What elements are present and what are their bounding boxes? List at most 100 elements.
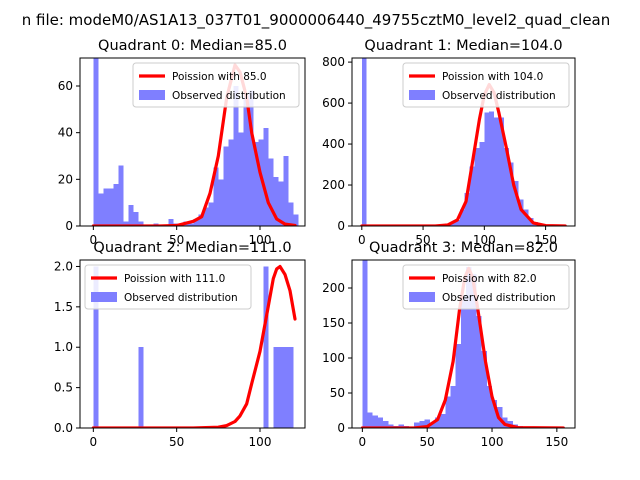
histogram-bar	[508, 162, 514, 226]
legend-bar-swatch	[409, 90, 435, 100]
subplot-title: Quadrant 3: Median=82.0	[369, 240, 558, 256]
histogram-bar	[481, 351, 487, 428]
legend-bar-label: Observed distribution	[172, 90, 286, 102]
histogram-bar	[283, 156, 289, 226]
histogram-bar	[188, 223, 194, 226]
histogram-bar	[460, 295, 467, 428]
legend-box	[132, 62, 300, 108]
histogram-bar	[113, 184, 119, 226]
x-tick-label: 0	[359, 435, 367, 449]
y-tick-label: 2.0	[54, 259, 73, 273]
histogram-bar	[464, 193, 470, 226]
histogram-bar	[474, 148, 480, 226]
histogram-bar	[138, 221, 144, 226]
histogram-bar	[454, 219, 460, 226]
legend: Poission with 85.0 Observed distribution	[132, 62, 300, 108]
histogram-bar	[471, 274, 477, 428]
histogram-bar	[469, 166, 475, 226]
legend-box	[84, 264, 252, 310]
y-tick-label: 0.5	[54, 381, 73, 395]
histogram-bar	[228, 139, 234, 226]
histogram-bar	[118, 165, 124, 226]
legend-line-label: Poission with 111.0	[124, 273, 225, 285]
histogram-bar	[273, 347, 279, 428]
subplot-quadrant-2: 0 50 100 0.0 0.5 1.0 1.5 2.0 Quadrant 2: Median=…	[54, 240, 306, 449]
legend-box	[402, 62, 570, 108]
histogram-bar	[499, 117, 504, 226]
histogram-bar	[213, 167, 219, 226]
histogram-bar	[263, 128, 269, 226]
histogram-bar	[283, 347, 289, 428]
histogram-bar	[424, 419, 430, 428]
y-tick-label: 60	[58, 79, 73, 93]
histogram-bar	[238, 132, 244, 226]
x-tick-label: 150	[545, 435, 568, 449]
histogram-bar	[434, 417, 441, 428]
poisson-line	[91, 264, 297, 428]
y-tick-label: 50	[330, 386, 345, 400]
axes-frame	[351, 57, 576, 227]
y-tick-label: 0	[337, 219, 345, 233]
axes-frame	[79, 57, 306, 227]
subplot-quadrant-0: 0 50 100 0 20 40 60 Quadrant 0: Median=85.0 Pois…	[58, 38, 306, 247]
y-tick-label: 600	[322, 96, 345, 110]
x-tick-label: 0	[90, 435, 98, 449]
histogram-bar	[218, 179, 224, 226]
legend: Poission with 82.0 Observed distribution	[402, 264, 570, 310]
histogram-bar	[233, 86, 239, 226]
plot-area	[360, 260, 565, 428]
legend-bar-swatch	[409, 292, 435, 302]
subplot-quadrant-3: 0 50 100 150 0 50 100 150 200 Quadrant 3: Median=…	[322, 240, 576, 449]
x-tick-label: 50	[420, 435, 435, 449]
histogram-bar	[479, 142, 485, 226]
histogram-bar	[492, 400, 498, 428]
histogram-bar	[278, 181, 284, 226]
histogram-bar	[518, 199, 524, 226]
y-tick-label: 1.0	[54, 340, 73, 354]
histogram-bar	[248, 90, 254, 226]
y-tick-label: 400	[322, 137, 345, 151]
y-tick-label: 100	[322, 351, 345, 365]
histogram-bar	[455, 344, 461, 428]
legend: Poission with 111.0 Observed distribution	[84, 264, 252, 310]
y-tick-label: 20	[58, 172, 73, 186]
x-tick-label: 50	[169, 435, 184, 449]
histogram-bar	[440, 414, 446, 428]
subplots: 0 50 100 0 20 40 60 Quadrant 0: Median=85.0 Pois…	[54, 38, 576, 449]
histogram-bar	[459, 209, 465, 226]
subplot-title: Quadrant 1: Median=104.0	[364, 38, 562, 54]
histogram-bar	[258, 139, 264, 226]
histogram-bar	[278, 347, 284, 428]
histogram-bar	[398, 424, 404, 428]
histogram-bar	[253, 142, 259, 226]
histogram-bar	[476, 316, 482, 428]
histogram-bar	[273, 177, 279, 226]
y-tick-label: 200	[322, 178, 345, 192]
histogram-bar	[489, 111, 495, 226]
y-tick-label: 0	[65, 219, 73, 233]
histogram-bar	[361, 58, 367, 226]
legend-line-label: Poission with 104.0	[442, 71, 543, 83]
histogram-bar	[445, 396, 451, 428]
plot-area	[91, 58, 299, 226]
plot-area	[91, 264, 297, 428]
histogram-bar	[362, 260, 368, 428]
histogram-bar	[293, 214, 299, 226]
histogram-bar	[513, 180, 519, 226]
histogram-bar	[388, 424, 394, 428]
histogram-bar	[372, 415, 378, 428]
histogram-bar	[288, 347, 294, 428]
x-tick-label: 50	[169, 233, 184, 247]
legend-bar-label: Observed distribution	[442, 292, 556, 304]
histogram-bar	[263, 266, 269, 428]
histogram-bar	[168, 219, 174, 226]
x-tick-label: 0	[358, 233, 366, 247]
x-tick-label: 100	[473, 233, 496, 247]
histogram-bar	[523, 209, 529, 226]
histogram-bar	[429, 422, 435, 428]
legend-bar-label: Observed distribution	[124, 292, 238, 304]
y-tick-label: 800	[322, 55, 345, 69]
y-tick-label: 0.0	[54, 421, 73, 435]
histogram-bar	[450, 386, 456, 428]
histogram-bar	[223, 146, 229, 226]
